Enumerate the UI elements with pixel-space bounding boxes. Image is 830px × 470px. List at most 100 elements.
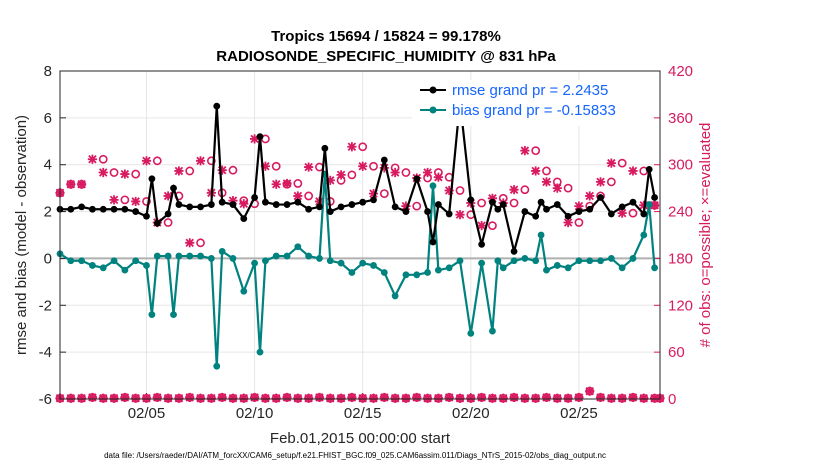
obs-evaluated-marker <box>271 179 281 189</box>
obs-bottom-evaluated-marker <box>455 393 465 403</box>
y2-tick-label: 0 <box>668 391 676 408</box>
x-tick-label: 02/25 <box>560 405 598 422</box>
obs-evaluated-marker <box>228 196 238 206</box>
legend-bias-label: bias grand pr = -0.15833 <box>452 102 616 119</box>
obs-evaluated-marker <box>87 154 98 164</box>
obs-evaluated-marker <box>217 165 227 175</box>
obs-possible-marker <box>477 198 487 208</box>
series-layer <box>55 98 665 403</box>
bias-point <box>370 262 377 269</box>
rmse-point <box>629 198 637 206</box>
obs-bottom-evaluated-marker <box>336 393 346 403</box>
obs-bottom-evaluated-marker <box>477 392 487 403</box>
legend-rmse-marker <box>429 86 437 94</box>
obs-evaluated-marker <box>239 199 249 209</box>
obs-possible-marker <box>488 221 497 231</box>
rmse-point <box>537 198 545 206</box>
obs-bottom-evaluated-marker <box>195 393 206 403</box>
rmse-point <box>380 156 388 164</box>
y2-axis-label: # of obs: o=possible; ×=evaluated <box>697 123 714 348</box>
bias-point <box>316 255 323 262</box>
obs-possible-marker <box>628 208 638 218</box>
y2-tick-label: 240 <box>668 204 693 221</box>
obs-evaluated-marker <box>509 185 519 195</box>
obs-evaluated-marker <box>487 193 498 203</box>
bias-point <box>67 257 75 265</box>
obs-possible-marker <box>271 161 281 171</box>
obs-bottom-evaluated-marker <box>120 392 130 403</box>
rmse-point <box>213 102 221 110</box>
obs-evaluated-marker <box>585 191 595 201</box>
obs-evaluated-marker <box>552 183 562 193</box>
obs-possible-marker <box>109 168 119 177</box>
obs-possible-marker <box>531 146 541 156</box>
bias-point <box>251 259 258 267</box>
rmse-point <box>467 196 475 204</box>
rmse-point <box>153 219 161 227</box>
rmse-point <box>186 203 194 211</box>
rmse-point <box>543 205 550 213</box>
rmse-point <box>445 210 453 218</box>
obs-bottom-evaluated-marker <box>433 393 443 403</box>
bias-point <box>121 266 129 274</box>
obs-evaluated-marker <box>325 175 335 185</box>
obs-evaluated-marker <box>260 161 271 171</box>
obs-evaluated-marker <box>617 208 627 218</box>
obs-possible-marker <box>185 166 195 176</box>
bias-point <box>294 243 302 251</box>
y2-tick-label: 120 <box>668 297 693 314</box>
y2-tick-label: 60 <box>668 344 685 361</box>
rmse-point <box>370 196 377 204</box>
obs-possible-marker <box>142 197 151 206</box>
obs-bottom-evaluated-marker <box>606 393 616 403</box>
bias-point <box>553 262 561 269</box>
rmse-point <box>651 194 658 201</box>
bias-point <box>494 257 502 265</box>
rmse-point <box>413 175 421 183</box>
obs-evaluated-marker <box>649 200 660 210</box>
obs-evaluated-marker <box>531 166 541 176</box>
rmse-point <box>434 201 442 208</box>
bias-point <box>607 255 615 262</box>
obs-evaluated-marker <box>336 170 346 180</box>
obs-possible-marker <box>120 195 130 205</box>
bias-point <box>78 257 86 265</box>
rmse-point <box>218 198 226 206</box>
obs-possible-marker <box>520 185 530 195</box>
rmse-point <box>521 208 529 215</box>
rmse-point <box>564 212 572 220</box>
y-tick-label: 6 <box>44 110 52 127</box>
obs-bottom-evaluated-marker <box>379 392 389 403</box>
obs-bottom-evaluated-marker <box>574 392 584 403</box>
legend-box <box>412 80 652 126</box>
bias-point <box>229 255 237 262</box>
rmse-point <box>402 208 410 215</box>
obs-possible-marker <box>358 142 368 152</box>
obs-evaluated-marker <box>358 161 368 171</box>
obs-evaluated-marker <box>444 185 454 196</box>
bias-point <box>164 252 172 260</box>
bias-point <box>380 269 388 276</box>
rmse-point <box>321 144 329 152</box>
obs-bottom-evaluated-marker <box>325 393 335 403</box>
rmse-point <box>256 133 264 141</box>
obs-bottom-evaluated-marker <box>628 392 638 403</box>
bias-point <box>240 287 248 295</box>
plot-frame <box>59 70 661 400</box>
bias-point <box>283 252 291 260</box>
bias-point <box>575 257 583 265</box>
rmse-point <box>489 198 496 206</box>
obs-bottom-evaluated-marker <box>293 393 303 403</box>
bias-point <box>218 248 226 255</box>
bias-point <box>170 311 177 319</box>
obs-evaluated-marker <box>131 196 141 207</box>
rmse-point <box>143 212 150 220</box>
bias-point <box>326 257 334 265</box>
x-tick-label: 02/10 <box>236 405 274 422</box>
y-tick-label: -2 <box>39 297 52 314</box>
axis-ticks: -6 -4 -2 0 2 4 6 8 0 60 120 180 240 300 360 420 02/05 02/… <box>39 63 693 422</box>
bias-point <box>629 255 637 262</box>
obs-bottom-evaluated-marker <box>174 393 184 403</box>
bias-point <box>445 264 453 272</box>
obs-bottom-evaluated-marker <box>131 393 141 403</box>
